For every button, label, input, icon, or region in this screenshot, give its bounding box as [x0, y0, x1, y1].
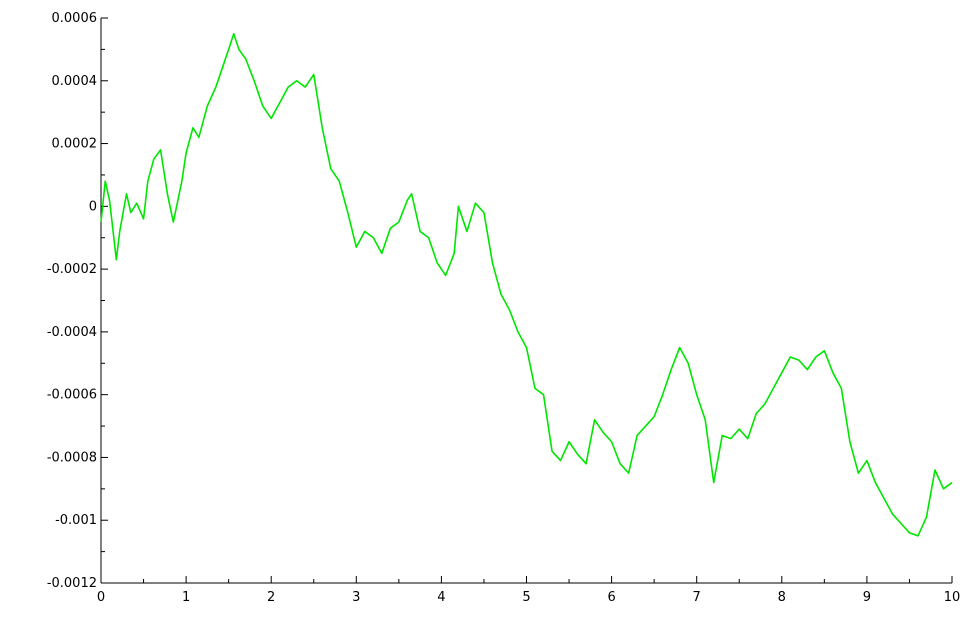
- x-tick-label-5: 5: [522, 590, 530, 605]
- x-tick-label-2: 2: [267, 590, 275, 605]
- x-tick-label-0: 0: [97, 590, 105, 605]
- y-tick-label-5: -0.0004: [47, 325, 97, 340]
- x-tick-label-10: 10: [944, 590, 961, 605]
- x-tick-label-9: 9: [863, 590, 871, 605]
- x-tick-label-4: 4: [437, 590, 445, 605]
- x-tick-label-1: 1: [182, 590, 190, 605]
- x-tick-label-8: 8: [778, 590, 786, 605]
- y-tick-label-4: -0.0002: [47, 262, 97, 277]
- y-tick-label-3: 0: [89, 199, 97, 214]
- y-tick-label-1: 0.0004: [52, 74, 98, 89]
- tick-labels: 0 1 2 3 4 5 6 7 8 9 10 0.0006 0.0004 0.0002 0 -0.0002 -0…: [47, 11, 960, 605]
- ticks: [100, 17, 953, 584]
- x-tick-label-7: 7: [693, 590, 701, 605]
- y-tick-label-9: -0.0012: [47, 576, 97, 591]
- axes: [100, 18, 952, 584]
- x-tick-label-3: 3: [352, 590, 360, 605]
- y-tick-label-2: 0.0002: [52, 137, 98, 152]
- y-tick-label-6: -0.0006: [47, 388, 97, 403]
- series-layer: [100, 32, 953, 537]
- x-tick-label-6: 6: [607, 590, 615, 605]
- y-tick-label-8: -0.001: [55, 513, 97, 528]
- series-line-0: [100, 32, 953, 537]
- y-tick-label-0: 0.0006: [52, 11, 98, 26]
- y-tick-label-7: -0.0008: [47, 450, 97, 465]
